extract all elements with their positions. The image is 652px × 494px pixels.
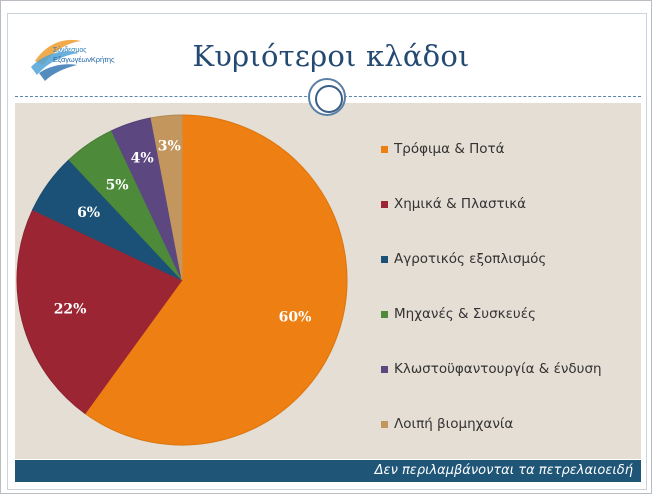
legend-swatch <box>381 365 388 373</box>
legend-swatch <box>381 255 388 263</box>
divider-circle-ornament <box>308 78 346 116</box>
legend-item-5: Κλωστοϋφαντουργία & ένδυση <box>381 359 602 379</box>
logo-swoosh-icon <box>31 39 81 81</box>
legend-label: Χημικά & Πλαστικά <box>394 196 527 212</box>
legend-swatch <box>381 145 388 153</box>
legend-label: Κλωστοϋφαντουργία & ένδυση <box>394 361 602 377</box>
page-title: Κυριότεροι κλάδοι <box>192 39 470 73</box>
legend-item-1: Τρόφιμα & Ποτά <box>381 139 505 159</box>
legend-item-6: Λοιπή βιομηχανία <box>381 414 513 434</box>
legend-swatch <box>381 420 388 428</box>
pie-data-label-2: 22% <box>54 302 87 318</box>
pie-data-label-1: 60% <box>279 310 312 326</box>
footer-note: Δεν περιλαμβάνονται τα πετρελαιοειδή <box>374 463 633 478</box>
pie-slice-6 <box>150 114 183 281</box>
logo-line-2: ΕξαγωγέωνΚρήτης <box>53 55 115 64</box>
pie-outline <box>16 114 348 446</box>
slide-frame <box>7 13 647 490</box>
legend-label: Τρόφιμα & Ποτά <box>394 141 505 157</box>
footer-bar: Δεν περιλαμβάνονται τα πετρελαιοειδή <box>15 460 641 482</box>
legend-label: Λοιπή βιομηχανία <box>394 416 514 432</box>
legend-item-3: Αγροτικός εξοπλισμός <box>381 249 546 269</box>
pie-slice-1 <box>84 114 348 446</box>
legend-label: Αγροτικός εξοπλισμός <box>394 251 547 267</box>
chart-panel: 60% 22% 6% 5% 4% 3% Τρόφιμα & Ποτά Χημικά & Πλ… <box>15 103 641 459</box>
pie-data-label-4: 5% <box>106 178 129 194</box>
pie-data-label-6: 3% <box>158 138 181 154</box>
logo-line-1: Σύνδεσμος <box>53 47 87 54</box>
pie-chart: 60% 22% 6% 5%4%3% <box>16 114 348 446</box>
logo-text: Σύνδεσμος ΕξαγωγέωνΚρήτης <box>53 46 163 64</box>
legend-swatch <box>381 310 388 318</box>
legend-item-2: Χημικά & Πλαστικά <box>381 194 526 214</box>
legend-swatch <box>381 200 388 208</box>
legend-label: Μηχανές & Συσκευές <box>394 306 536 322</box>
pie-data-label-3: 6% <box>77 205 100 221</box>
legend-item-4: Μηχανές & Συσκευές <box>381 304 536 324</box>
pie-data-label-5: 4% <box>131 151 154 167</box>
